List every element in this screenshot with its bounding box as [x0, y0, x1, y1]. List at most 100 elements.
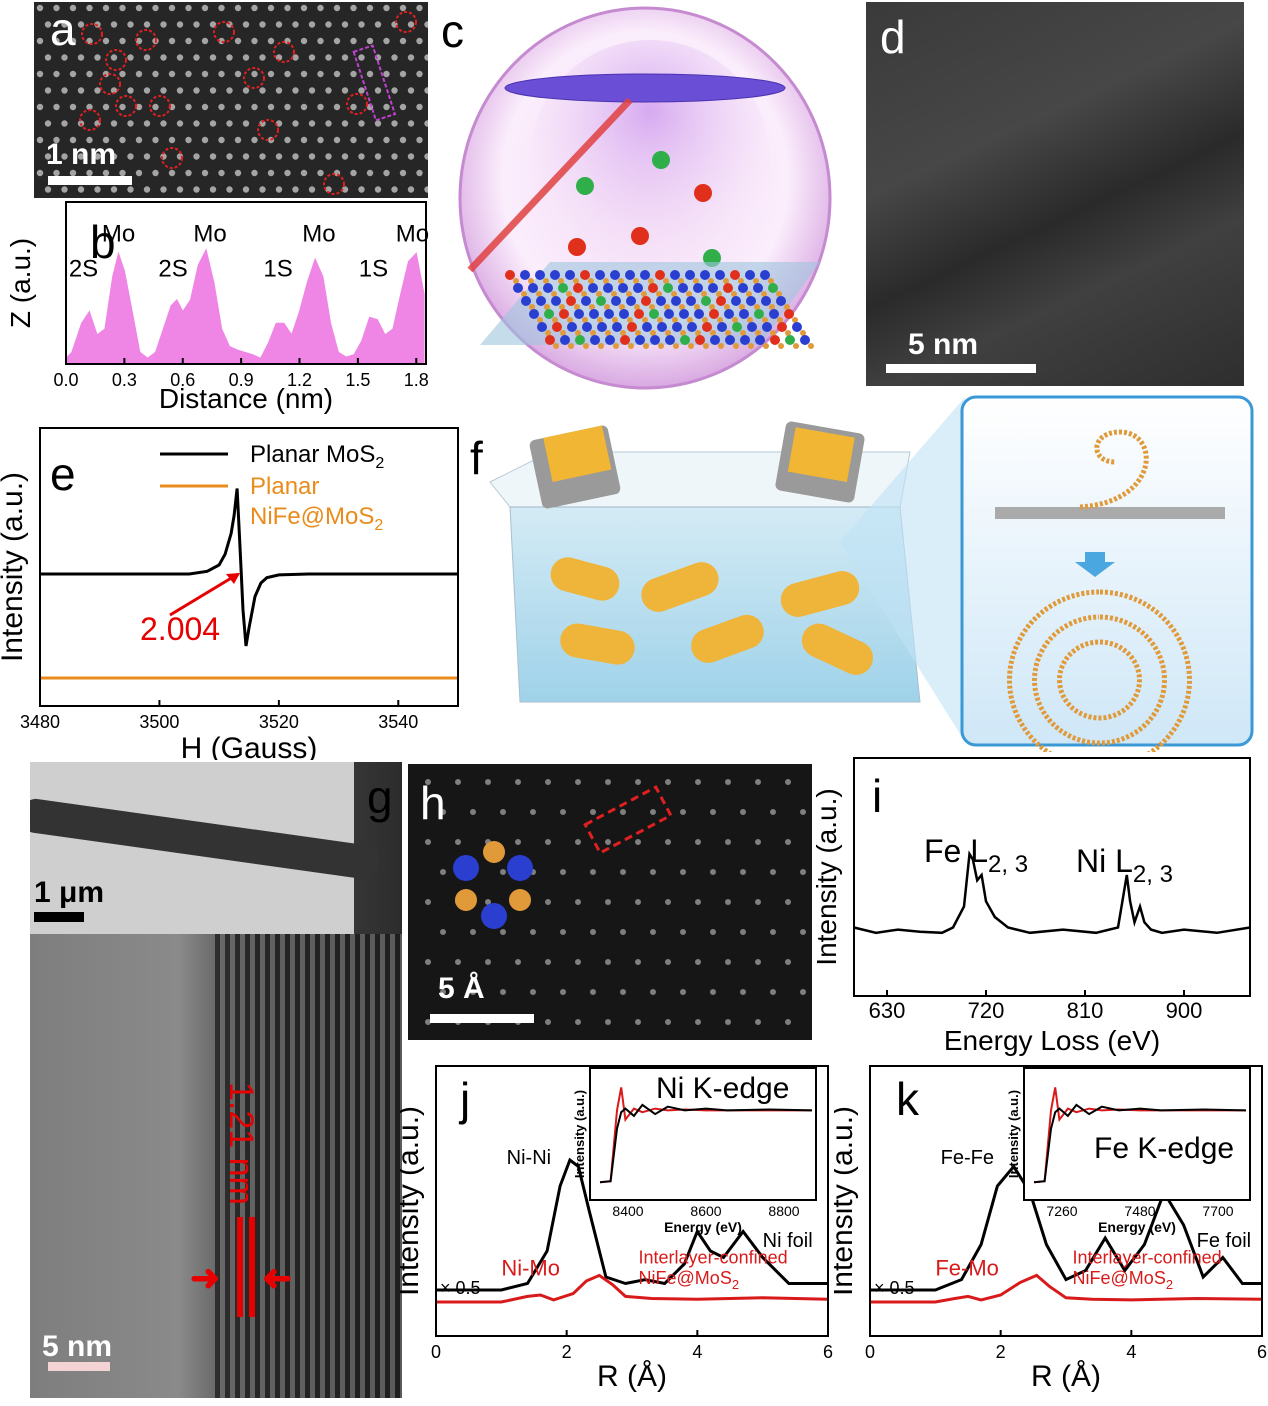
lattice-atom [709, 309, 719, 319]
atom-dot [152, 169, 159, 177]
plot-frame [39, 427, 459, 707]
atom-spot [575, 1019, 581, 1025]
lattice-atom [725, 335, 735, 345]
atom-dot [53, 169, 60, 177]
s-atom [558, 278, 564, 284]
inset-x-tick: 7480 [1124, 1203, 1155, 1219]
red-arrow-left: ➜ [190, 1257, 221, 1298]
atom-dot [259, 153, 266, 160]
atom-spot [545, 779, 551, 785]
atom-dot [86, 4, 93, 12]
atom-dot [350, 4, 357, 12]
atom-dot [251, 4, 258, 12]
lattice-atom [625, 270, 635, 280]
vacancy-circle [99, 73, 121, 95]
atom-dot [110, 21, 118, 28]
ni-atom [652, 151, 670, 169]
x-tick-label: 6 [823, 1342, 833, 1362]
lattice-atom [545, 335, 555, 345]
vacancy-circle [395, 11, 417, 33]
s-atom-model [509, 889, 531, 911]
atom-spot [785, 959, 791, 965]
s-atom [597, 317, 603, 323]
s-atom [671, 291, 677, 297]
atom-dot [358, 153, 365, 160]
panel-i-label: i [872, 770, 882, 822]
atom-dot [193, 153, 200, 160]
s-atom [808, 343, 814, 349]
scale-text-a: 1 nm [46, 138, 117, 171]
atom-spot [740, 929, 746, 935]
lattice-atom [760, 270, 770, 280]
x-tick-label: 2 [562, 1342, 572, 1362]
atom-dot [300, 169, 308, 177]
lattice-atom [648, 283, 658, 293]
atom-spot [440, 929, 446, 935]
atom-dot [119, 70, 126, 78]
atom-dot [366, 37, 374, 45]
atom-dot [209, 153, 217, 160]
atom-dot [341, 153, 349, 160]
peak-label: Mo [193, 221, 226, 248]
atom-dot [317, 103, 324, 111]
atom-spot [425, 1019, 431, 1025]
atom-dot [242, 153, 250, 160]
atom-dot [341, 54, 349, 61]
atom-dot [300, 37, 308, 45]
atom-dot [333, 103, 341, 111]
atom-spot [665, 959, 671, 965]
mo-atom-model [453, 855, 479, 881]
s-atom [613, 343, 619, 349]
mos2-lattice [505, 270, 814, 349]
x-tick-label: 6 [1257, 1342, 1267, 1362]
atom-dot [209, 186, 217, 193]
s-atom [717, 317, 723, 323]
top-peak-label: Fe-Fe [941, 1147, 994, 1169]
lattice-atom [619, 309, 629, 319]
panel-b-label: b [90, 216, 116, 268]
s-atom [626, 291, 632, 297]
atom-dot [201, 70, 209, 78]
atom-dot [275, 21, 283, 28]
atom-spot [425, 839, 431, 845]
atom-spot [635, 899, 641, 905]
atom-spot [725, 1019, 731, 1025]
atom-dot [185, 70, 192, 78]
atom-dot [110, 54, 118, 61]
scale-factor-label: × 0.5 [440, 1278, 481, 1298]
lattice-atom [595, 270, 605, 280]
s-atom [612, 317, 618, 323]
atom-dot [251, 103, 258, 111]
lattice-atom [770, 335, 780, 345]
lattice-atom [588, 283, 598, 293]
atom-dot [86, 70, 93, 78]
atom-spot [470, 929, 476, 935]
atom-dot [284, 103, 291, 111]
atom-dot [325, 54, 332, 61]
atom-dot [350, 70, 357, 78]
y-axis-label: Intensity (a.u.) [400, 1106, 425, 1296]
atom-dot [267, 169, 275, 177]
s-atom [559, 304, 565, 310]
atom-dot [143, 21, 151, 28]
lattice-atom [543, 283, 553, 293]
atom-dot [325, 120, 332, 127]
atom-dot [193, 87, 200, 94]
plot-frame [435, 1065, 829, 1337]
atom-dot [416, 136, 423, 144]
s-atom [543, 278, 549, 284]
legend-label-nife-mos2: NiFe@MoS2 [250, 503, 383, 534]
atom-dot [209, 54, 217, 61]
inset-x-tick: 7260 [1046, 1203, 1077, 1219]
scale-bar-d [886, 364, 1036, 373]
atom-dot [341, 186, 349, 193]
atom-spot [485, 899, 491, 905]
atom-spot [545, 839, 551, 845]
atom-spot [605, 959, 611, 965]
atom-spot [605, 839, 611, 845]
s-atom [695, 330, 701, 336]
subscript: 2 [732, 1277, 739, 1292]
s-atom [686, 291, 692, 297]
s-atom [628, 343, 634, 349]
